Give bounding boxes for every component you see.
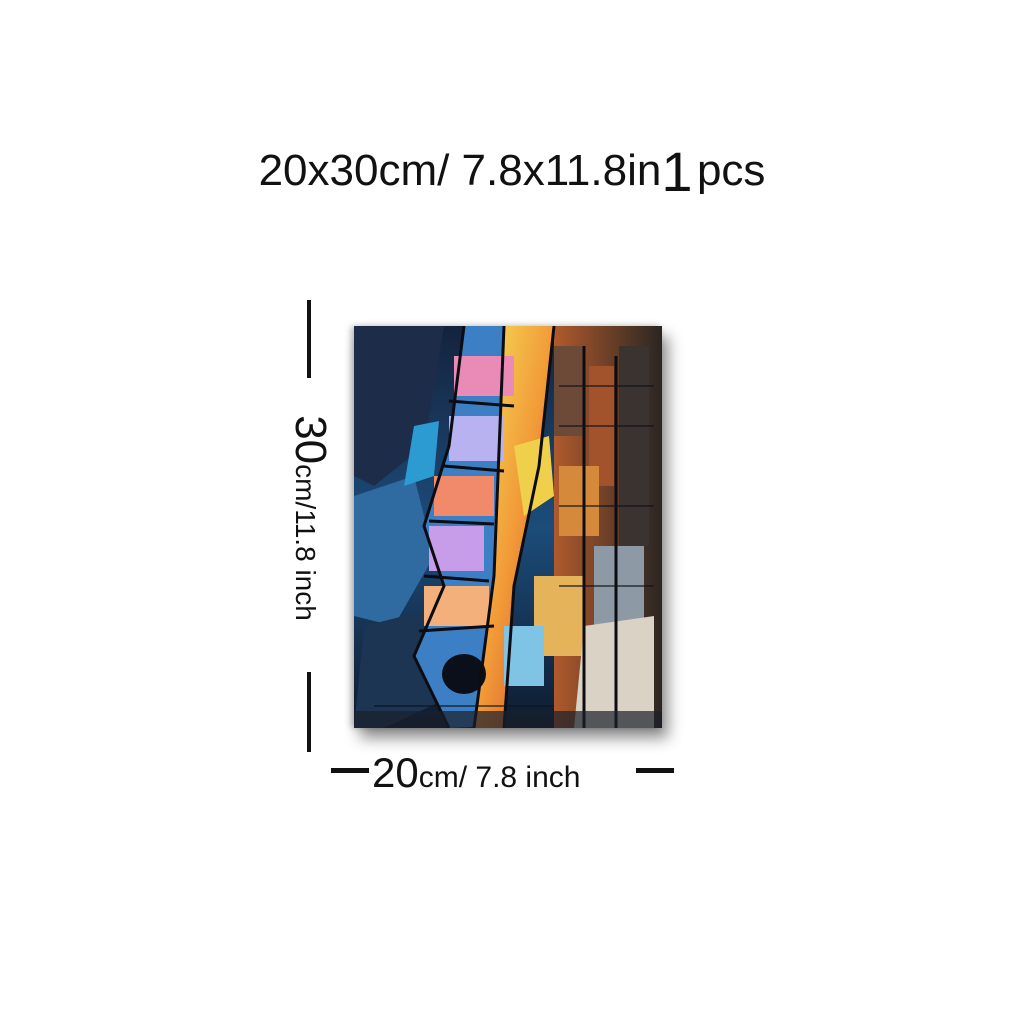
width-number: 20 [372, 749, 419, 796]
size-text: 20x30cm/ 7.8x11.8in [258, 146, 662, 195]
quantity-unit: pcs [696, 146, 766, 195]
height-number: 30 [286, 415, 335, 465]
canvas-artwork [354, 326, 662, 728]
height-unit-text: cm/11.8 inch [290, 464, 321, 621]
abstract-city-painting [354, 326, 662, 728]
width-unit-text: cm/ 7.8 inch [418, 761, 581, 794]
width-dimension-line-left [331, 768, 369, 773]
width-dimension-label: 20cm/ 7.8 inch [372, 752, 580, 794]
height-dimension-line-bottom [307, 672, 311, 752]
quantity-number: 1 [661, 140, 693, 203]
height-dimension-line-top [307, 300, 311, 378]
width-dimension-line-right [636, 768, 674, 773]
product-size-headline: 20x30cm/ 7.8x11.8in1 pcs [0, 138, 1024, 200]
